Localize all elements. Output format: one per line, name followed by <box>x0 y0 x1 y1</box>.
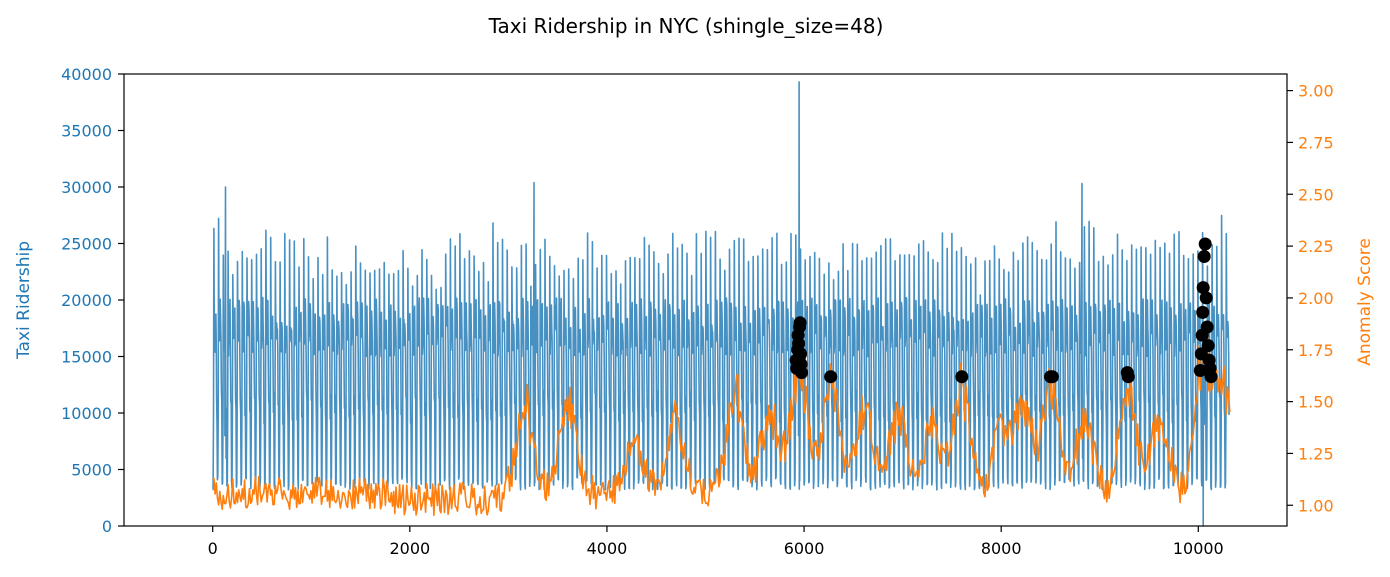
y2-tick-label: 1.25 <box>1298 444 1334 463</box>
anomaly-point <box>1197 250 1211 263</box>
anomaly-point <box>795 366 809 380</box>
x-tick-label: 2000 <box>389 539 430 558</box>
y-tick-label: 35000 <box>61 122 112 141</box>
anomaly-point <box>1193 364 1207 377</box>
y-axis-title: Taxi Ridership <box>14 241 34 360</box>
anomaly-point <box>1201 339 1215 353</box>
y2-tick-label: 1.00 <box>1298 496 1334 515</box>
y-axis-left: 0 5000 10000 15000 20000 25000 30000 35000 40000 <box>61 65 124 536</box>
y2-tick-label: 1.75 <box>1298 341 1334 360</box>
anomaly-point <box>1196 305 1210 319</box>
x-axis: 0 2000 4000 6000 8000 10000 <box>208 526 1224 558</box>
y-tick-label: 25000 <box>61 235 112 254</box>
anomaly-point <box>1198 237 1212 251</box>
y-tick-label: 5000 <box>71 461 112 480</box>
anomaly-point <box>794 347 808 361</box>
anomaly-point <box>792 337 806 350</box>
y-tick-label: 10000 <box>61 404 112 423</box>
y2-axis-title: Anomaly Score <box>1355 238 1375 366</box>
y2-tick-label: 2.50 <box>1298 185 1334 204</box>
anomaly-point <box>1196 281 1210 295</box>
anomaly-point <box>1199 291 1213 305</box>
anomaly-point <box>1121 370 1135 384</box>
y-tick-label: 0 <box>102 517 112 536</box>
y-tick-label: 15000 <box>61 348 112 367</box>
anomaly-point <box>824 370 838 384</box>
x-tick-label: 0 <box>208 539 218 558</box>
y-axis-right: 1.00 1.25 1.50 1.75 2.00 2.25 2.50 2.75 3.00 <box>1287 82 1334 515</box>
x-tick-label: 4000 <box>587 539 628 558</box>
anomaly-point <box>793 316 807 330</box>
y2-tick-label: 2.00 <box>1298 289 1334 308</box>
anomaly-points <box>789 237 1218 384</box>
chart-title: Taxi Ridership in NYC (shingle_size=48) <box>488 14 884 38</box>
y2-tick-label: 2.75 <box>1298 133 1334 152</box>
anomaly-point <box>1045 370 1059 384</box>
series-line-taxi-ridership <box>212 81 1231 527</box>
y2-tick-label: 3.00 <box>1298 82 1334 101</box>
x-tick-label: 10000 <box>1173 539 1224 558</box>
y-tick-label: 20000 <box>61 291 112 310</box>
x-tick-label: 8000 <box>981 539 1022 558</box>
y-tick-label: 30000 <box>61 178 112 197</box>
anomaly-point <box>955 370 969 384</box>
y2-tick-label: 2.25 <box>1298 237 1334 256</box>
y-tick-label: 40000 <box>61 65 112 84</box>
anomaly-point <box>1204 370 1218 384</box>
x-tick-label: 6000 <box>784 539 825 558</box>
plot-area <box>212 81 1231 527</box>
y2-tick-label: 1.50 <box>1298 393 1334 412</box>
series-line-anomaly-score <box>212 328 1231 516</box>
anomaly-point <box>1200 320 1214 334</box>
